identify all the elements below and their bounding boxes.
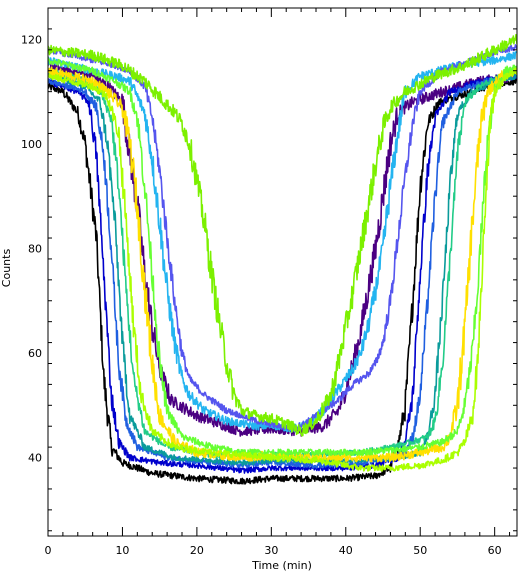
series-line xyxy=(48,77,517,485)
y-tick-label: 80 xyxy=(28,242,42,255)
series-layer xyxy=(48,33,517,485)
y-tick-label: 40 xyxy=(28,452,42,465)
x-tick-label: 0 xyxy=(45,544,52,557)
x-axis-label: Time (min) xyxy=(251,559,312,572)
x-tick-label: 20 xyxy=(190,544,204,557)
y-axis-label: Counts xyxy=(0,249,13,288)
y-tick-label: 60 xyxy=(28,347,42,360)
plot-frame xyxy=(47,7,518,537)
x-axis-ticks: 0 10 20 30 40 50 60 xyxy=(45,8,511,557)
y-tick-label: 120 xyxy=(21,33,42,46)
y-tick-label: 100 xyxy=(21,138,42,151)
series-line xyxy=(48,73,517,474)
series-line xyxy=(48,67,517,472)
series-line xyxy=(48,57,517,457)
y-axis-ticks: 40 60 80 100 120 xyxy=(21,7,517,532)
series-line xyxy=(48,33,517,437)
x-tick-label: 60 xyxy=(488,544,502,557)
series-line xyxy=(48,73,517,469)
x-tick-label: 50 xyxy=(413,544,427,557)
x-tick-label: 30 xyxy=(264,544,278,557)
x-tick-label: 10 xyxy=(115,544,129,557)
x-tick-label: 40 xyxy=(339,544,353,557)
